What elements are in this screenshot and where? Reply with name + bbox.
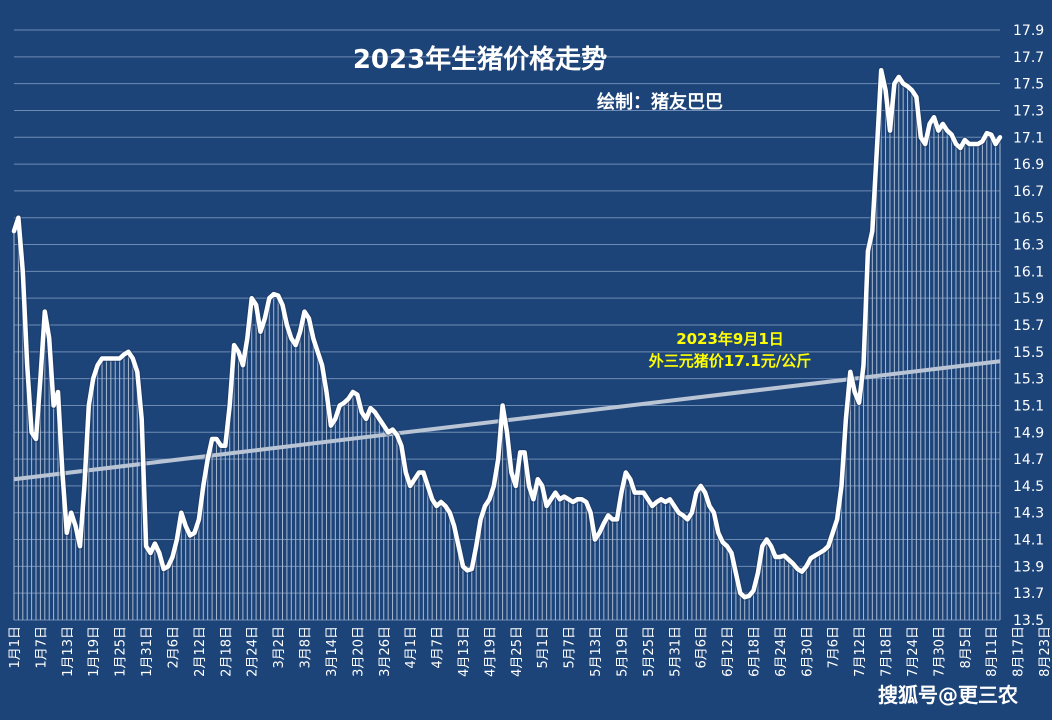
y-tick-label: 17.9 [1013,23,1044,39]
x-tick-label: 3月26日 [378,626,393,677]
x-tick-label: 8月17日 [1012,626,1027,677]
y-tick-label: 14.3 [1013,506,1044,522]
x-tick-label: 3月14日 [325,626,340,677]
y-tick-label: 13.7 [1013,586,1044,602]
chart-subtitle: 绘制：猪友巴巴 [597,91,723,113]
x-tick-label: 4月7日 [431,626,446,669]
y-tick-label: 14.7 [1013,452,1044,468]
x-tick-label: 4月25日 [510,626,525,677]
y-tick-label: 16.7 [1013,184,1044,200]
x-tick-label: 2月6日 [166,626,181,669]
y-axis: 13.5 13.7 13.9 14.1 14.3 14.5 14.7 14.9 15.1 15.3… [1013,23,1044,629]
y-tick-label: 17.3 [1013,103,1044,119]
grid [14,29,1000,621]
x-tick-label: 1月25日 [114,626,129,677]
x-tick-label: 8月5日 [959,626,974,669]
x-tick-label: 6月24日 [774,626,789,677]
x-tick-label: 5月31日 [668,626,683,677]
x-tick-label: 7月6日 [827,626,842,669]
y-tick-label: 13.9 [1013,559,1044,575]
x-tick-label: 4月13日 [457,626,472,677]
y-tick-label: 16.3 [1013,238,1044,254]
price-series [11,67,1003,600]
x-tick-label: 7月18日 [880,626,895,677]
x-tick-label: 2月12日 [193,626,208,677]
x-tick-label: 7月12日 [853,626,868,677]
x-tick-label: 3月2日 [272,626,287,669]
y-tick-label: 14.9 [1013,425,1044,441]
y-tick-label: 17.1 [1013,130,1044,146]
y-tick-label: 17.5 [1013,77,1044,93]
x-tick-label: 4月19日 [483,626,498,677]
x-tick-label: 8月23日 [1038,626,1052,677]
x-tick-label: 1月19日 [87,626,102,677]
x-tick-label: 3月20日 [351,626,366,677]
y-tick-label: 16.1 [1013,264,1044,280]
y-tick-label: 16.5 [1013,211,1044,227]
y-tick-label: 16.9 [1013,157,1044,173]
x-tick-label: 7月24日 [906,626,921,677]
x-tick-label: 3月8日 [299,626,314,669]
x-tick-label: 4月1日 [404,626,419,669]
x-tick-label: 6月6日 [695,626,710,669]
x-tick-label: 6月30日 [800,626,815,677]
y-tick-label: 17.7 [1013,50,1044,66]
x-tick-label: 5月19日 [615,626,630,677]
annotation-price: 外三元猪价17.1元/公斤 [648,352,812,370]
y-tick-label: 15.7 [1013,318,1044,334]
x-tick-label: 7月30日 [932,626,947,677]
x-tick-label: 1月13日 [61,626,76,677]
watermark: 搜狐号@更三农 [878,683,1018,707]
y-tick-label: 14.5 [1013,479,1044,495]
x-axis: 1月1日 1月7日 1月13日 1月19日 1月25日 1月31日 2月6日 2月12日 2月1… [8,626,1052,677]
x-tick-label: 6月12日 [721,626,736,677]
x-tick-label: 2月18日 [219,626,234,677]
y-tick-label: 15.5 [1013,345,1044,361]
y-tick-label: 15.3 [1013,372,1044,388]
x-tick-label: 1月1日 [8,626,23,669]
annotation-date: 2023年9月1日 [676,330,784,348]
x-tick-label: 2月24日 [246,626,261,677]
x-tick-label: 5月25日 [642,626,657,677]
y-tick-label: 15.1 [1013,398,1044,414]
chart-title: 2023年生猪价格走势 [353,44,607,75]
x-tick-label: 5月13日 [589,626,604,677]
x-tick-label: 6月18日 [748,626,763,677]
x-tick-label: 5月1日 [536,626,551,669]
x-tick-label: 8月11日 [985,626,1000,677]
x-tick-label: 1月31日 [140,626,155,677]
y-tick-label: 15.9 [1013,291,1044,307]
y-tick-label: 13.5 [1013,613,1044,629]
x-tick-label: 5月7日 [563,626,578,669]
price-line [10,66,1003,601]
y-tick-label: 14.1 [1013,533,1044,549]
x-tick-label: 1月7日 [34,626,49,669]
